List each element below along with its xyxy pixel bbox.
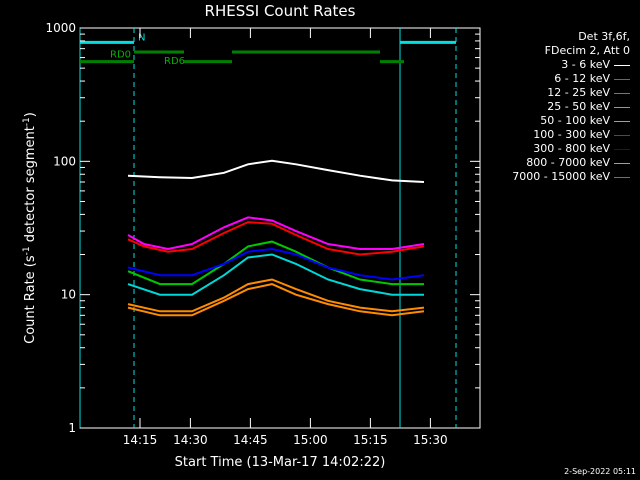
legend-header-line-2: FDecim 2, Att 0: [544, 44, 630, 57]
x-axis-label: Start Time (13-Mar-17 14:02:22): [175, 455, 386, 470]
legend-entry-label: 100 - 300 keV: [533, 128, 610, 141]
series-line-300-800-kev: [127, 247, 425, 281]
legend-entry-label: 300 - 800 keV: [533, 142, 610, 155]
legend-header-line-1: Det 3f,6f,: [578, 30, 630, 43]
legend-entry: 6 - 12 keV: [512, 72, 630, 86]
y-label-sup2: -1: [22, 117, 32, 126]
legend-entry: 300 - 800 keV: [512, 142, 630, 156]
green-mode-label: RD6: [164, 56, 185, 67]
legend-swatch: [614, 64, 630, 66]
x-tick-label: 14:15: [123, 433, 158, 447]
legend-swatch: [614, 78, 630, 80]
x-tick-label: 15:15: [353, 433, 388, 447]
series-line-800-7000-kev: [127, 283, 425, 317]
legend-entry: 100 - 300 keV: [512, 128, 630, 142]
legend-entry-label: 12 - 25 keV: [547, 86, 610, 99]
cyan-mode-label: N: [138, 32, 145, 43]
green-mode-label: RD0: [110, 50, 131, 61]
series-line-12-25-kev: [127, 240, 424, 286]
legend-swatch: [614, 106, 630, 108]
y-label-end: ): [23, 112, 38, 117]
legend-entry: 3 - 6 keV: [512, 58, 630, 72]
y-label-mid: detector segment: [23, 126, 38, 246]
legend-entry-label: 3 - 6 keV: [561, 58, 610, 71]
series-line-25-50-kev: [127, 253, 424, 296]
y-tick-label: 1000: [45, 21, 76, 35]
legend-entry: 12 - 25 keV: [512, 86, 630, 100]
legend-swatch: [614, 120, 630, 122]
legend: Det 3f,6f, FDecim 2, Att 0 3 - 6 keV 6 - …: [512, 30, 630, 184]
y-axis-label: Count Rate (s-1 detector segment-1): [22, 112, 38, 344]
legend-swatch: [614, 92, 630, 94]
series-line-3-6-kev: [127, 159, 425, 183]
mode-markers: N RD0 RD6: [79, 28, 457, 428]
series-line-50-100-kev: [127, 278, 425, 313]
series-line-100-300-kev: [127, 221, 425, 256]
legend-entries: 3 - 6 keV 6 - 12 keV 12 - 25 keV 25 - 50 ke…: [512, 58, 630, 184]
y-tick-label: 1: [68, 421, 76, 435]
legend-swatch: [614, 162, 630, 164]
series-line-6-12-kev: [127, 216, 425, 251]
x-tick-label: 14:30: [173, 433, 208, 447]
y-tick-label: 100: [53, 154, 76, 168]
legend-swatch: [614, 176, 630, 178]
legend-entry-label: 25 - 50 keV: [547, 100, 610, 113]
legend-entry-label: 7000 - 15000 keV: [512, 170, 610, 183]
legend-entry-label: 6 - 12 keV: [554, 72, 610, 85]
legend-entry: 50 - 100 keV: [512, 114, 630, 128]
legend-swatch: [614, 148, 630, 150]
series-lines: [127, 159, 425, 317]
legend-swatch: [614, 134, 630, 136]
x-tick-label: 14:45: [233, 433, 268, 447]
legend-entry: 800 - 7000 keV: [512, 156, 630, 170]
legend-entry: 25 - 50 keV: [512, 100, 630, 114]
legend-entry-label: 50 - 100 keV: [540, 114, 610, 127]
x-tick-label: 15:30: [413, 433, 448, 447]
y-label-sup1: -1: [22, 246, 32, 255]
generated-date: 2-Sep-2022 05:11: [564, 467, 636, 476]
y-tick-label: 10: [61, 288, 76, 302]
chart-title: RHESSI Count Rates: [205, 2, 356, 20]
legend-entry: 7000 - 15000 keV: [512, 170, 630, 184]
y-label-main: Count Rate (s: [23, 255, 38, 344]
axis-ticks: 1 10 100 1000 14:15 14:30 14:45 15:00 15:15 15:30: [45, 21, 480, 447]
x-tick-label: 15:00: [293, 433, 328, 447]
legend-entry-label: 800 - 7000 keV: [526, 156, 610, 169]
